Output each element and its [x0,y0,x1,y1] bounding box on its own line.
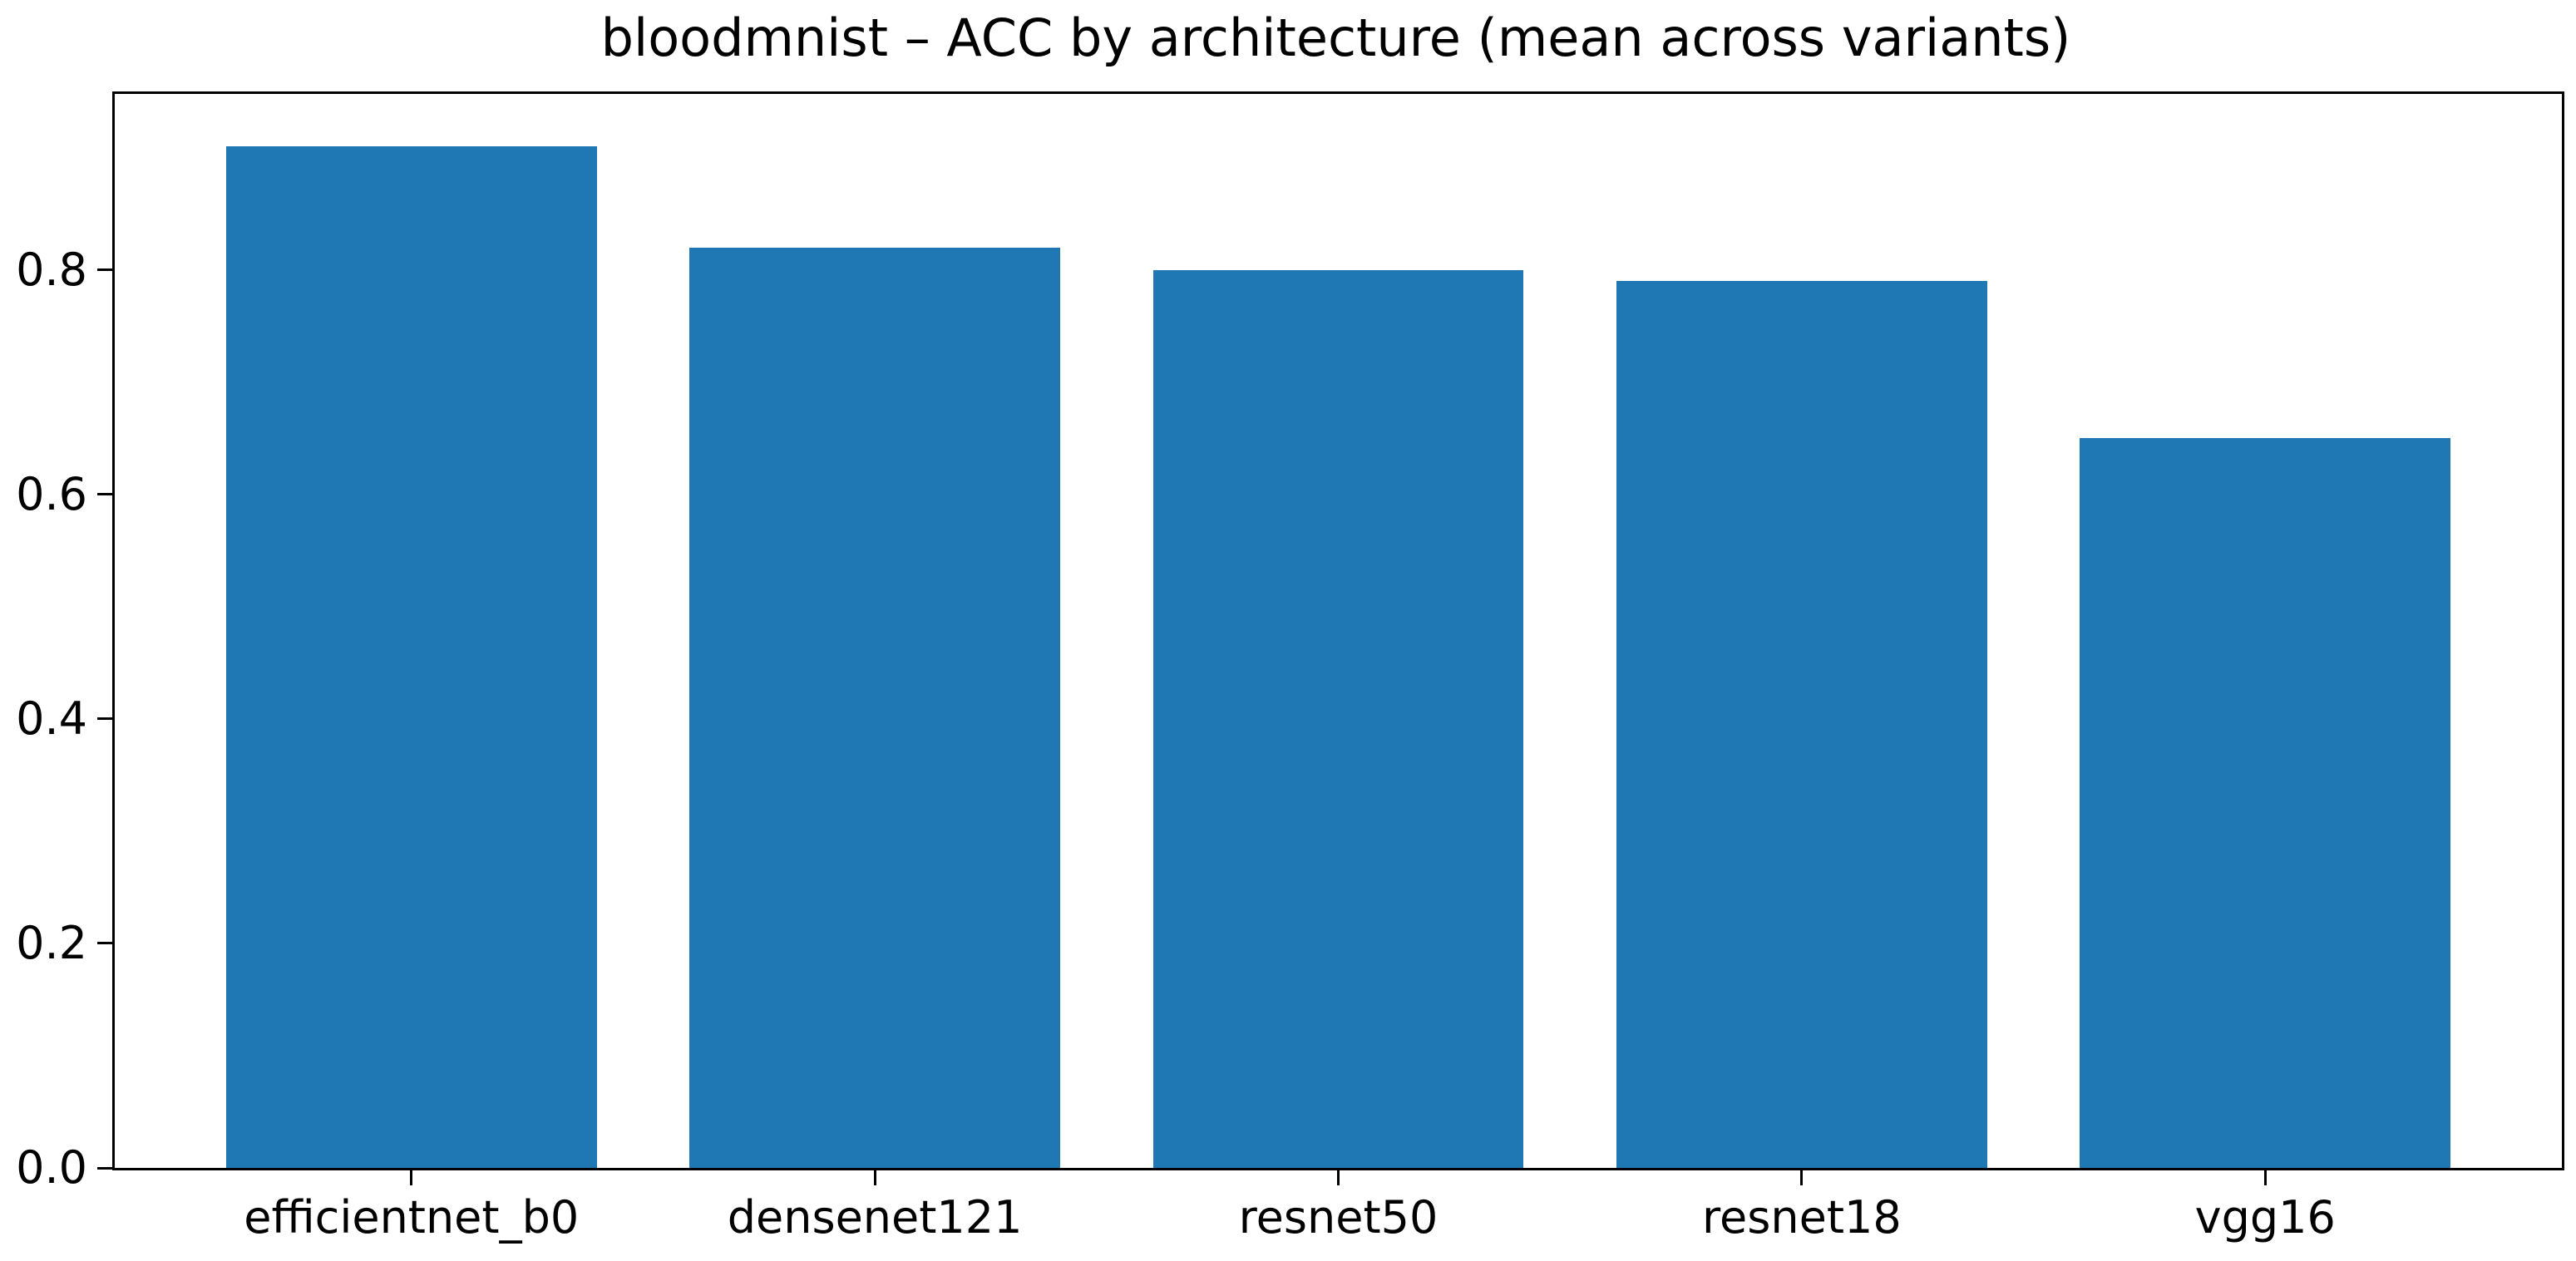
y-tick-mark [97,268,112,272]
y-tick-mark [97,493,112,496]
x-tick-mark [2263,1170,2267,1185]
y-tick-mark [97,1166,112,1170]
plot-area [112,91,2564,1170]
bar-resnet50 [1152,269,1524,1168]
y-tick-label: 0.4 [16,692,87,745]
bar-resnet18 [1616,281,1987,1168]
bar-vgg16 [2080,438,2451,1168]
bar-densenet121 [689,247,1061,1168]
bar-efficientnet_b0 [225,146,597,1168]
y-tick-label: 0.0 [16,1141,87,1194]
y-tick-label: 0.2 [16,916,87,969]
x-tick-mark [1800,1170,1804,1185]
y-tick-label: 0.8 [16,243,87,296]
x-tick-label-vgg16: vgg16 [2194,1191,2336,1244]
x-tick-label-resnet18: resnet18 [1702,1191,1902,1244]
x-tick-label-efficientnet_b0: efficientnet_b0 [244,1191,580,1244]
x-tick-label-densenet121: densenet121 [727,1191,1023,1244]
y-tick-mark [97,717,112,721]
y-tick-mark [97,942,112,945]
x-tick-mark [1337,1170,1340,1185]
x-tick-mark [410,1170,413,1185]
chart-title: bloodmnist – ACC by architecture (mean a… [600,7,2071,68]
y-tick-label: 0.6 [16,467,87,520]
x-tick-label-resnet50: resnet50 [1238,1191,1439,1244]
x-tick-mark [873,1170,876,1185]
